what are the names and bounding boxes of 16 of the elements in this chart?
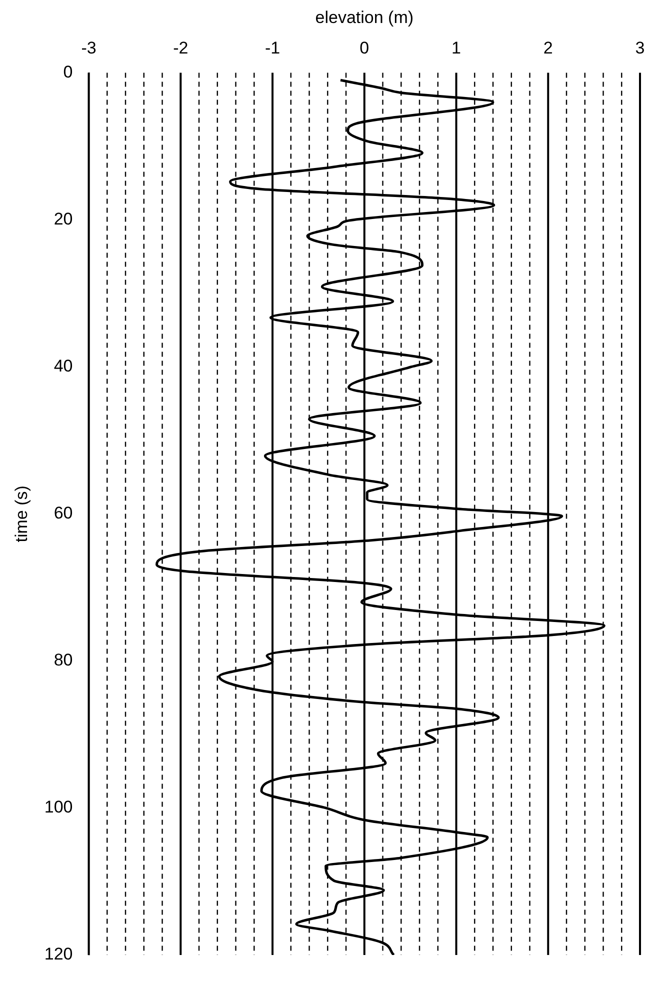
- x-tick-label: 3: [635, 38, 645, 58]
- y-axis-title: time (s): [12, 486, 31, 542]
- y-tick-label: 80: [54, 650, 73, 670]
- y-tick-label: 100: [44, 798, 73, 817]
- y-tick-label: 0: [63, 62, 73, 82]
- y-tick-label: 60: [54, 504, 73, 523]
- x-tick-label: 2: [543, 38, 553, 58]
- x-tick-label: 1: [452, 38, 461, 58]
- x-tick-label: -3: [81, 38, 96, 58]
- y-tick-label: 120: [44, 944, 73, 964]
- x-tick-label: -1: [264, 38, 280, 58]
- y-tick-label: 40: [54, 356, 73, 376]
- y-tick-label: 20: [54, 210, 73, 229]
- x-tick-label: 0: [360, 38, 370, 58]
- x-tick-label: -2: [173, 38, 188, 58]
- x-axis-title: elevation (m): [315, 8, 414, 27]
